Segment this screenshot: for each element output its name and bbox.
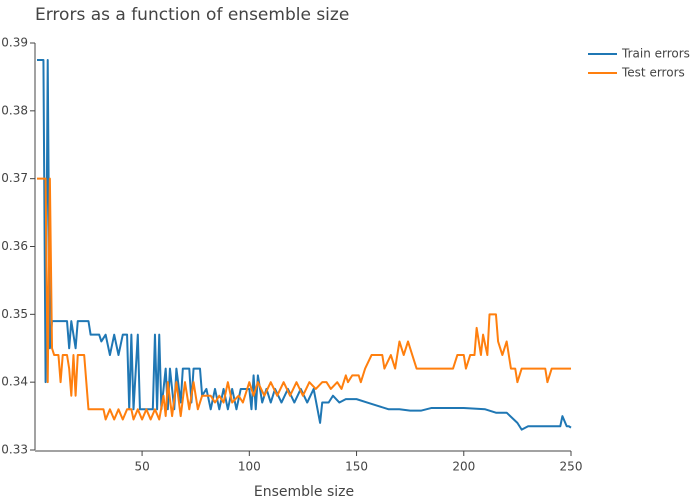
legend-label[interactable]: Train errors <box>621 47 690 61</box>
x-tick-label: 100 <box>238 460 261 474</box>
x-tick-label: 50 <box>134 460 149 474</box>
x-tick-label: 150 <box>345 460 368 474</box>
y-tick-label: 0.38 <box>1 103 28 117</box>
y-tick-label: 0.34 <box>1 375 28 389</box>
y-tick-label: 0.35 <box>1 307 28 321</box>
data-line <box>37 177 571 421</box>
y-tick-label: 0.37 <box>1 171 28 185</box>
y-tick-label: 0.39 <box>1 36 28 50</box>
chart-title: Errors as a function of ensemble size <box>35 5 349 25</box>
x-tick-label: 200 <box>452 460 475 474</box>
y-tick-label: 0.33 <box>1 443 28 457</box>
y-tick-label: 0.36 <box>1 239 28 253</box>
legend-label[interactable]: Test errors <box>621 66 685 80</box>
x-axis-title: Ensemble size <box>254 484 354 500</box>
x-tick-label: 250 <box>560 460 583 474</box>
